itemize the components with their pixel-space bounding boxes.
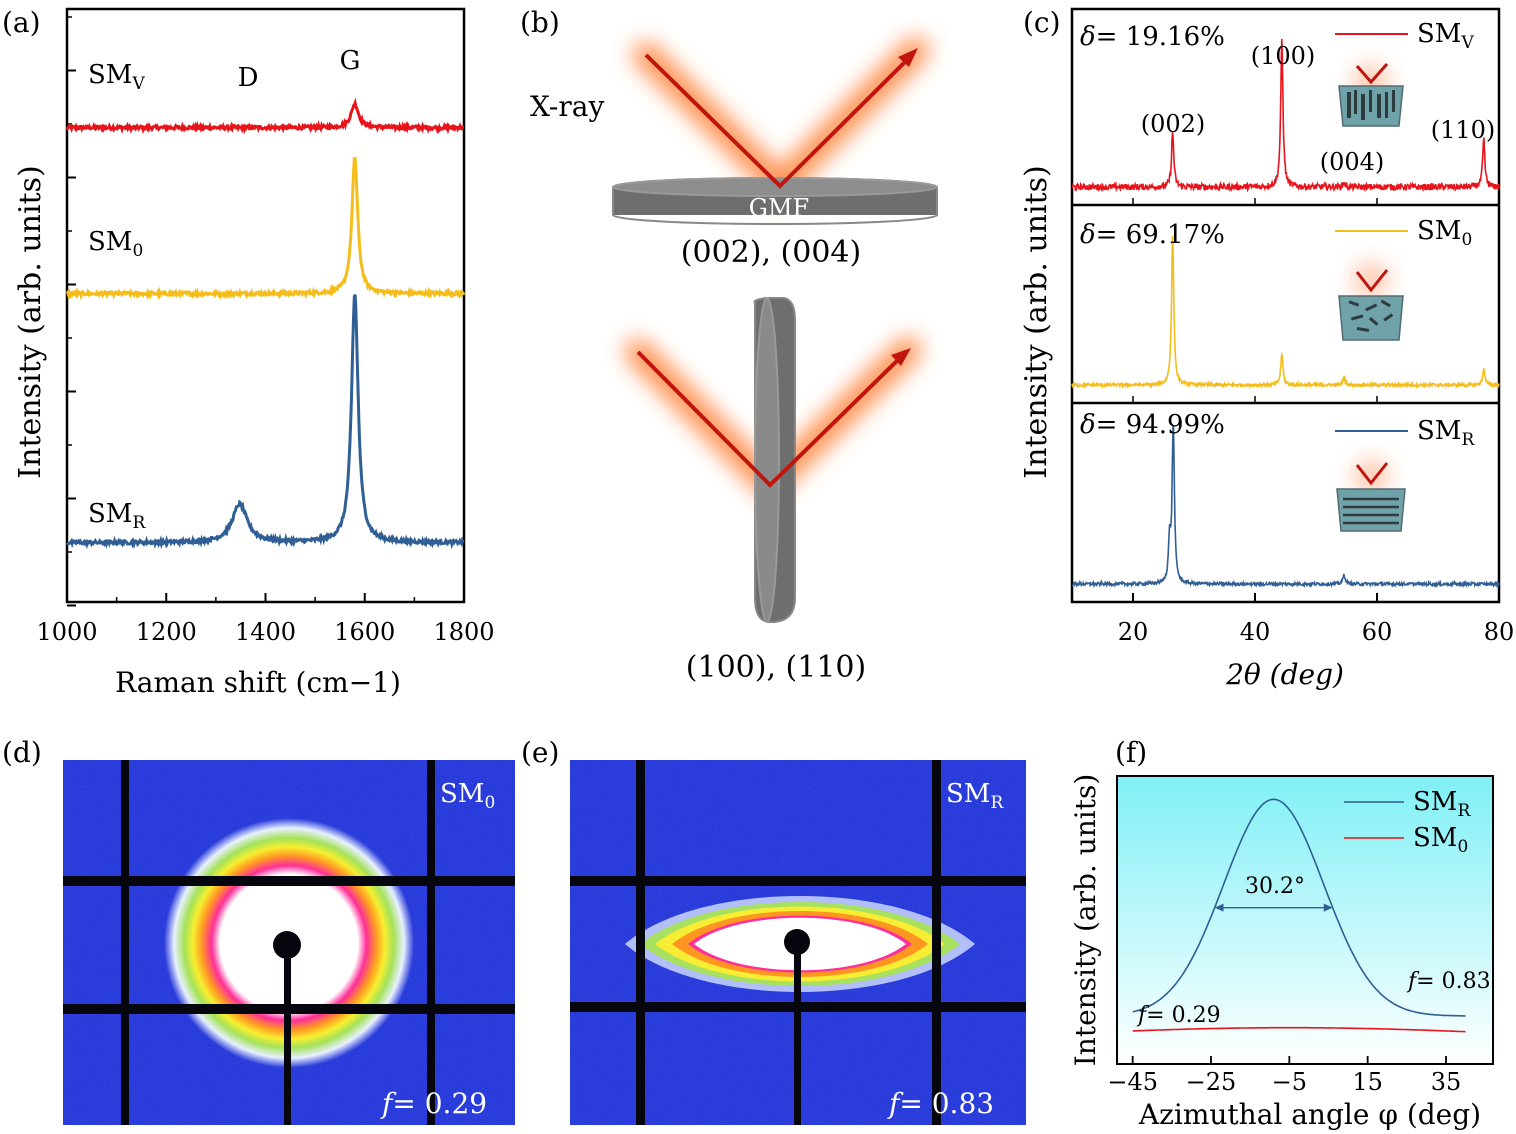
f-xtick-label: −25 — [1186, 1068, 1237, 1096]
top-beam — [644, 48, 918, 189]
fwhm-arrow-left — [1214, 903, 1224, 912]
peak-label-g: G — [340, 46, 361, 76]
c-xtick-label: 60 — [1362, 618, 1393, 646]
panel-b: (b) X-ray GMF (002), (004) ( — [520, 6, 938, 685]
a-xtick-label: 1800 — [433, 618, 494, 646]
a-xtick-label: 1400 — [235, 618, 296, 646]
raman-curve-smv — [65, 97, 465, 135]
legend-label-sm0: SM0 — [1417, 216, 1472, 250]
fwhm-marker — [1214, 903, 1333, 912]
xrd-curve-smr — [1071, 424, 1500, 589]
f-label-sm0: f= 0.29 — [1136, 1003, 1221, 1028]
panel-a: (a) 1000 1200 1400 1600 1800 D G SMV SM0 SMR… — [2, 6, 495, 699]
panel-c-xticks: 20 40 60 80 — [1118, 593, 1515, 646]
xray-label: X-ray — [530, 90, 604, 123]
panel-a-yticks — [67, 16, 76, 607]
film-icon-vertical-stack — [1338, 63, 1404, 127]
fwhm-arrow-right — [1323, 903, 1333, 912]
panel-d: (d) SM0 f= 0.29 — [2, 736, 515, 1125]
azimuthal-curve-sm0 — [1132, 1026, 1466, 1033]
horizontal-film — [612, 177, 938, 225]
pattern-d-sample: SM0 — [440, 779, 495, 813]
panel-f-frame — [1116, 775, 1494, 1065]
panel-label-c: (c) — [1023, 6, 1061, 39]
panel-label-f: (f) — [1115, 736, 1147, 769]
xrd-curve-smv — [1071, 38, 1500, 193]
panel-c-xlabel: 2θ (deg) — [1225, 658, 1344, 691]
series-label-sm0: SM0 — [88, 227, 143, 261]
f-label-smr: f= 0.83 — [1406, 969, 1491, 994]
panel-f-xlabel: Azimuthal angle φ (deg) — [1138, 1098, 1481, 1131]
panel-f: (f) −45 −25 −5 15 35 SMR SM0 30.2° f= 0.83 f… — [1069, 736, 1494, 1131]
f-xtick-label: 35 — [1431, 1068, 1462, 1096]
top-beam-glow — [633, 37, 929, 205]
panel-label-b: (b) — [520, 6, 560, 39]
pattern-e-sample: SMR — [946, 779, 1004, 813]
a-xtick-label: 1000 — [36, 618, 97, 646]
panel-c-ylabel: Intensity (arb. units) — [1019, 165, 1054, 478]
raman-curve-smr — [65, 294, 465, 550]
panel-label-a: (a) — [2, 6, 41, 39]
panel-f-plot-area — [1117, 776, 1493, 1064]
panel-a-curves — [65, 97, 466, 550]
legend-label-smv: SMV — [1417, 19, 1474, 53]
c-xtick-label: 20 — [1118, 618, 1149, 646]
panel-e: (e) SMR f= 0.83 — [521, 736, 1026, 1125]
vertical-film — [753, 297, 796, 623]
delta-sm0: δ= 69.17% — [1080, 220, 1225, 250]
f-xtick-label: 15 — [1352, 1068, 1383, 1096]
c-xtick-label: 80 — [1484, 618, 1515, 646]
bottom-beam — [636, 348, 911, 488]
peak-label-100: (100) — [1251, 42, 1316, 70]
delta-smv: δ= 19.16% — [1080, 22, 1225, 52]
panel-f-xticks: −45 −25 −5 15 35 — [1107, 1056, 1461, 1096]
panel-label-e: (e) — [521, 736, 559, 769]
peak-label-110: (110) — [1431, 116, 1496, 144]
a-xtick-label: 1600 — [334, 618, 395, 646]
film-icon-horizontal-stack — [1336, 459, 1406, 532]
panel-a-xlabel: Raman shift (cm−1) — [115, 666, 401, 699]
panel-c: (c) 20 40 60 80 δ= 19.16% δ= 69.17% δ= 94.9… — [1019, 6, 1514, 691]
delta-smr: δ= 94.99% — [1080, 410, 1225, 440]
bottom-planes-label: (100), (110) — [686, 650, 866, 685]
top-planes-label: (002), (004) — [681, 235, 861, 270]
pattern-e-f: f= 0.83 — [887, 1087, 994, 1120]
raman-curve-sm0 — [65, 157, 466, 302]
film-icon-random — [1338, 262, 1404, 341]
peak-label-002: (002) — [1141, 110, 1206, 138]
gmf-label: GMF — [749, 194, 809, 222]
legend-label-f-smr: SMR — [1413, 787, 1471, 821]
xrd-curve-sm0 — [1071, 235, 1500, 390]
f-xtick-label: −45 — [1107, 1068, 1158, 1096]
azimuthal-curve-smr — [1132, 798, 1466, 1017]
pattern-d-f: f= 0.29 — [380, 1087, 487, 1120]
series-label-smv: SMV — [88, 60, 145, 94]
f-xtick-label: −5 — [1272, 1068, 1307, 1096]
panel-label-d: (d) — [2, 736, 42, 769]
panel-c-frame — [1070, 7, 1501, 604]
legend-label-smr: SMR — [1417, 416, 1475, 450]
legend-label-f-sm0: SM0 — [1413, 823, 1468, 857]
panel-f-ylabel: Intensity (arb. units) — [1069, 774, 1102, 1067]
peak-label-d: D — [238, 63, 259, 93]
panel-a-xticks: 1000 1200 1400 1600 1800 — [36, 593, 495, 646]
diffraction-pattern-d — [63, 760, 515, 1125]
panel-c-curves — [1071, 38, 1500, 602]
peak-label-004: (004) — [1320, 148, 1385, 176]
panel-f-curves — [1132, 798, 1466, 1033]
panel-a-ylabel: Intensity (arb. units) — [13, 165, 48, 478]
diffraction-pattern-e — [570, 760, 1026, 1125]
c-xtick-label: 40 — [1240, 618, 1271, 646]
series-label-smr: SMR — [88, 499, 146, 533]
a-xtick-label: 1200 — [136, 618, 197, 646]
fwhm-label: 30.2° — [1245, 874, 1305, 899]
